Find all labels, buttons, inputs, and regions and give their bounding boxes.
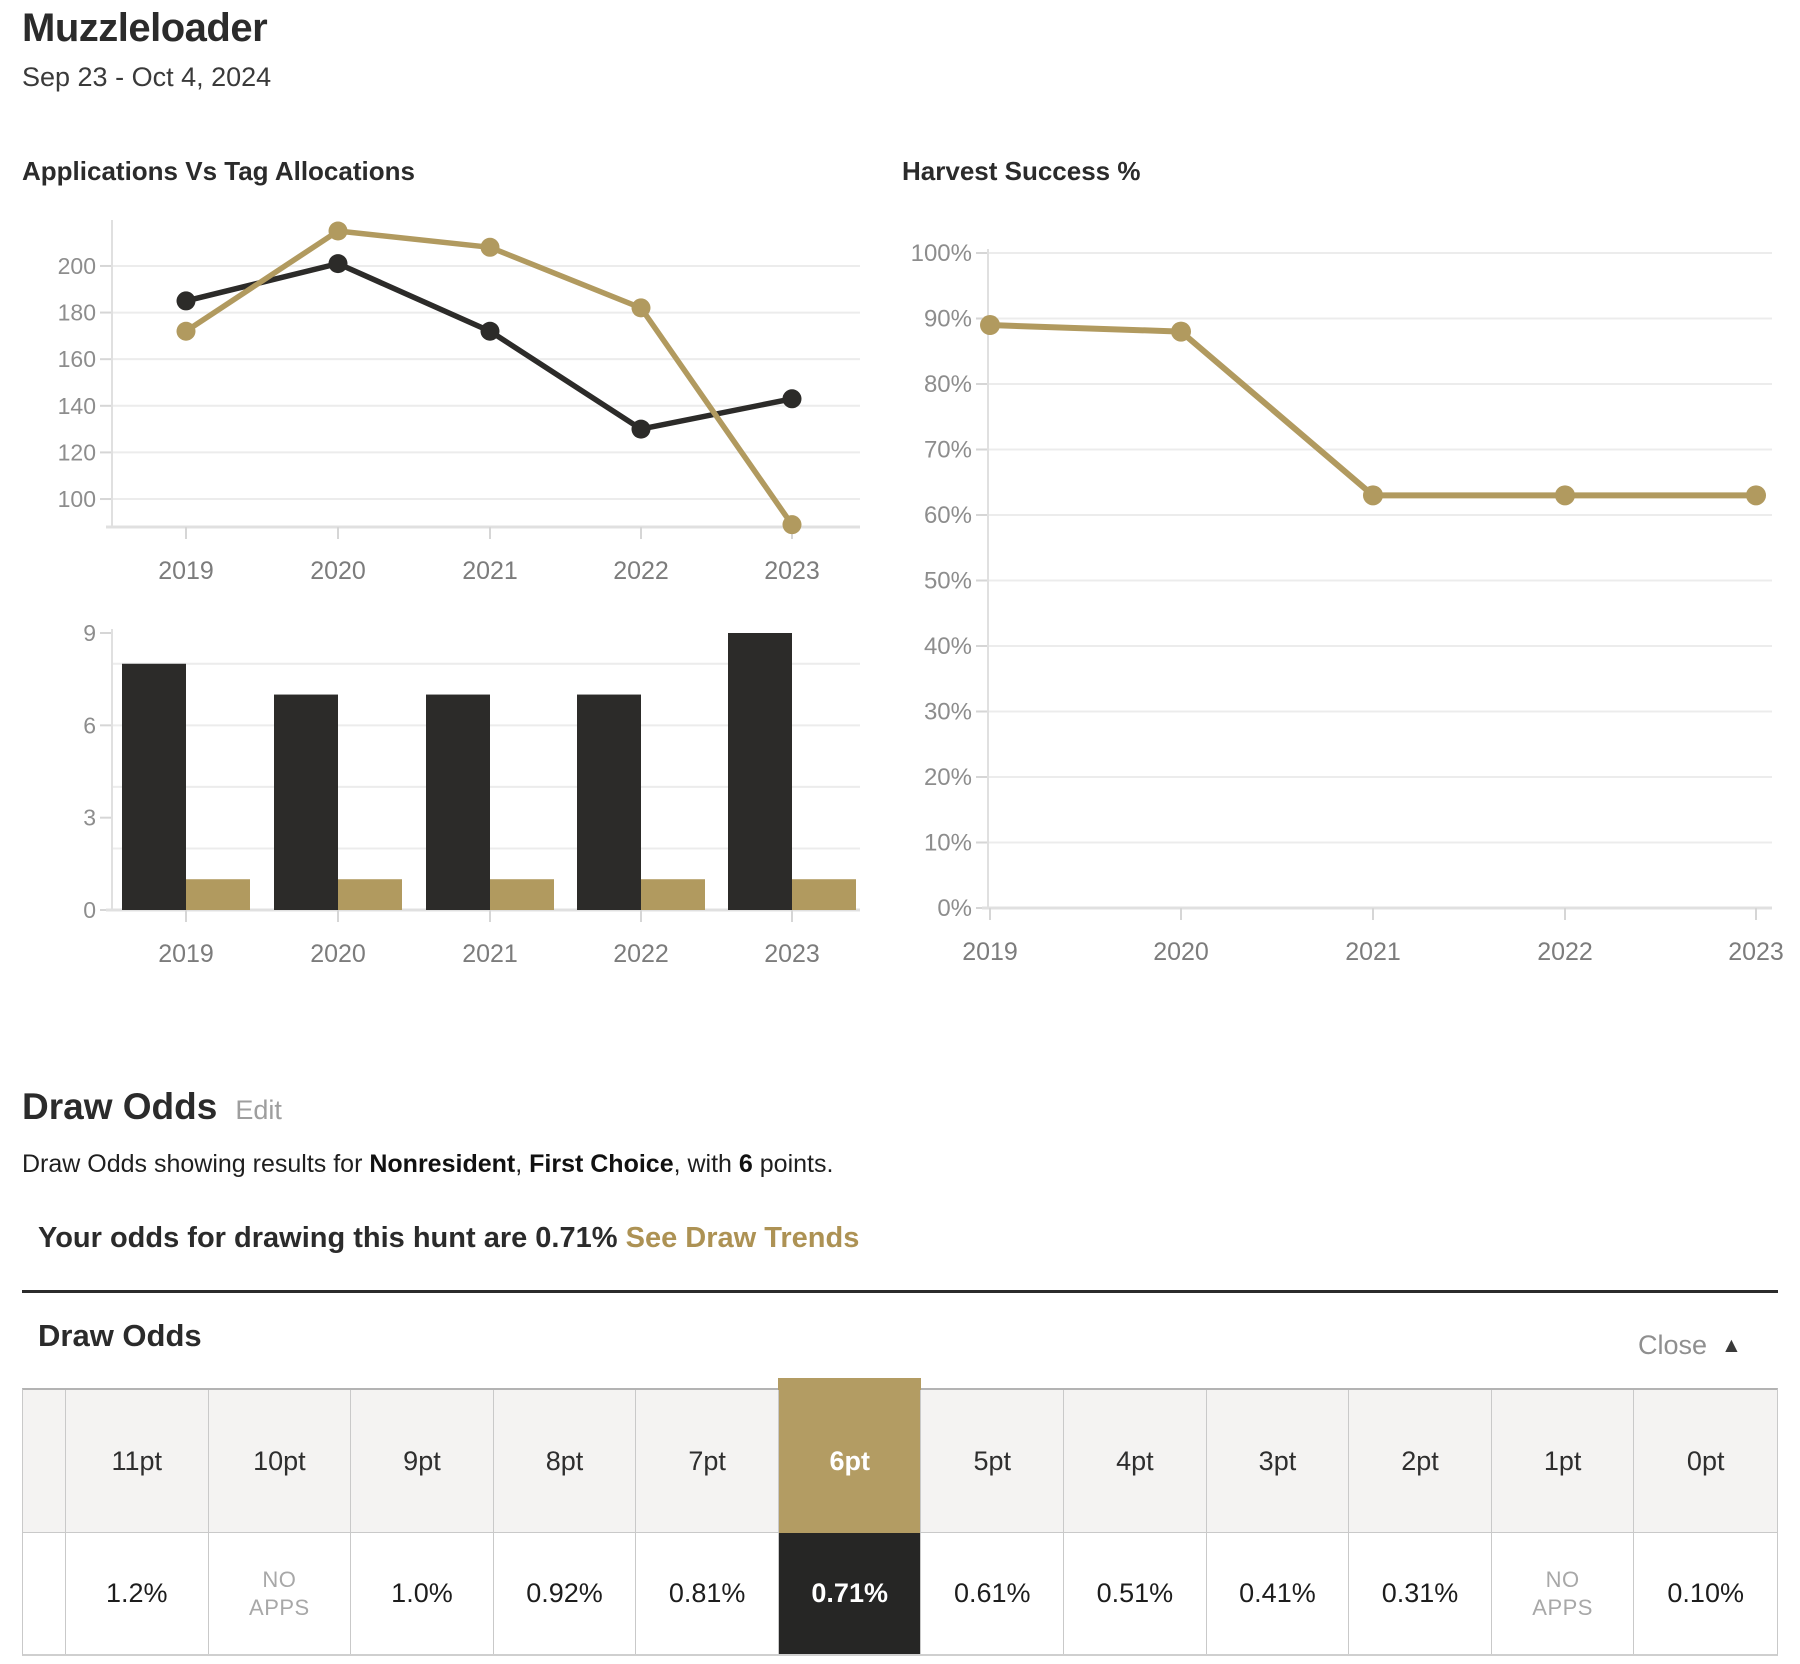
see-draw-trends-link[interactable]: See Draw Trends <box>625 1222 860 1254</box>
svg-text:0: 0 <box>83 897 96 923</box>
no-apps-label: NO APPS <box>249 1567 310 1620</box>
svg-text:40%: 40% <box>924 633 972 660</box>
svg-text:60%: 60% <box>924 502 972 529</box>
section-divider <box>22 1290 1778 1293</box>
svg-text:100: 100 <box>58 486 96 512</box>
odds-value-1pt: NO APPS <box>1491 1533 1635 1654</box>
summary-residency: Nonresident <box>369 1150 516 1178</box>
svg-text:0%: 0% <box>937 895 972 922</box>
odds-value-clipped <box>23 1533 66 1654</box>
svg-text:2020: 2020 <box>310 557 366 585</box>
svg-text:2022: 2022 <box>613 557 669 585</box>
up-triangle-icon: ▲ <box>1721 1334 1742 1357</box>
hunt-date-range: Sep 23 - Oct 4, 2024 <box>22 62 272 92</box>
odds-value-10pt: NO APPS <box>208 1533 352 1654</box>
svg-text:2021: 2021 <box>462 940 518 968</box>
odds-sentence: Your odds for drawing this hunt are 0.71… <box>38 1222 618 1254</box>
odds-value-7pt: 0.81% <box>636 1533 779 1654</box>
tags-bar-chart: 0 3 6 9 2019 2020 2021 2022 2023 <box>22 600 872 1025</box>
odds-col-header-2pt: 2pt <box>1349 1390 1492 1533</box>
svg-text:80%: 80% <box>924 371 972 398</box>
odds-value-8pt: 0.92% <box>493 1533 637 1654</box>
svg-text:2022: 2022 <box>1537 938 1593 966</box>
svg-text:180: 180 <box>58 300 96 326</box>
harvest-success-line-chart: 0% 10% 20% 30% 40% 50% 60% 70% 80% 90% 100% 2019 202… <box>880 210 1800 1005</box>
odds-col-header-7pt: 7pt <box>636 1390 779 1533</box>
odds-value-5pt: 0.61% <box>921 1533 1065 1654</box>
no-apps-label: NO APPS <box>1532 1567 1593 1620</box>
svg-text:200: 200 <box>58 253 96 279</box>
svg-text:2019: 2019 <box>158 940 214 968</box>
odds-col-header-3pt: 3pt <box>1206 1390 1350 1533</box>
odds-value-6pt: 0.71% <box>778 1533 922 1654</box>
applications-vs-tags-line-chart: 100 120 140 160 180 200 2019 2020 2021 2022 2023 <box>22 210 872 615</box>
edit-link[interactable]: Edit <box>235 1095 282 1125</box>
svg-text:2021: 2021 <box>462 557 518 585</box>
your-odds-line: Your odds for drawing this hunt are 0.71… <box>38 1222 859 1255</box>
svg-text:6: 6 <box>83 712 96 738</box>
svg-text:30%: 30% <box>924 699 972 726</box>
summary-points: 6 <box>738 1150 753 1178</box>
draw-odds-table[interactable]: 11pt 10pt 9pt 8pt 7pt 6pt 5pt 4pt 3pt 2pt 1pt 0pt 1.… <box>22 1378 1778 1656</box>
svg-text:2020: 2020 <box>310 940 366 968</box>
svg-text:2019: 2019 <box>158 557 214 585</box>
svg-text:2021: 2021 <box>1345 938 1401 966</box>
odds-col-header-4pt: 4pt <box>1064 1390 1207 1533</box>
odds-col-header-5pt: 5pt <box>921 1390 1065 1533</box>
svg-text:2023: 2023 <box>1728 938 1784 966</box>
odds-col-header-6pt: 6pt <box>777 1378 922 1533</box>
odds-col-header-8pt: 8pt <box>493 1390 637 1533</box>
svg-text:2023: 2023 <box>764 940 820 968</box>
svg-text:2019: 2019 <box>962 938 1018 966</box>
draw-odds-heading: Draw Odds <box>22 1086 218 1127</box>
applications-chart-title: Applications Vs Tag Allocations <box>22 156 415 186</box>
svg-text:2023: 2023 <box>764 557 820 585</box>
svg-text:90%: 90% <box>924 306 972 333</box>
svg-text:160: 160 <box>58 346 96 372</box>
svg-text:70%: 70% <box>924 437 972 464</box>
svg-text:2020: 2020 <box>1153 938 1209 966</box>
odds-col-header-11pt: 11pt <box>66 1390 209 1533</box>
svg-text:100%: 100% <box>911 240 972 267</box>
odds-value-0pt: 0.10% <box>1634 1533 1777 1654</box>
page-title: Muzzleloader <box>22 6 268 50</box>
svg-text:120: 120 <box>58 439 96 465</box>
svg-text:9: 9 <box>83 620 96 646</box>
close-label: Close <box>1638 1330 1708 1360</box>
svg-text:140: 140 <box>58 393 96 419</box>
svg-text:20%: 20% <box>924 764 972 791</box>
summary-text: Draw Odds showing results for <box>22 1150 370 1178</box>
svg-text:3: 3 <box>83 805 96 831</box>
odds-col-header-9pt: 9pt <box>351 1390 494 1533</box>
draw-odds-panel-title: Draw Odds <box>38 1318 202 1353</box>
odds-value-2pt: 0.31% <box>1349 1533 1492 1654</box>
odds-col-header-10pt: 10pt <box>208 1390 352 1533</box>
svg-text:50%: 50% <box>924 568 972 595</box>
odds-col-header-0pt: 0pt <box>1634 1390 1777 1533</box>
harvest-chart-title: Harvest Success % <box>902 156 1141 186</box>
odds-col-header-1pt: 1pt <box>1491 1390 1635 1533</box>
svg-text:2022: 2022 <box>613 940 669 968</box>
odds-value-11pt: 1.2% <box>66 1533 209 1654</box>
svg-text:10%: 10% <box>924 830 972 857</box>
odds-value-3pt: 0.41% <box>1206 1533 1350 1654</box>
draw-odds-summary: Draw Odds showing results for Nonresiden… <box>22 1150 834 1178</box>
odds-value-9pt: 1.0% <box>351 1533 494 1654</box>
close-panel-button[interactable]: Close ▲ <box>1638 1330 1742 1361</box>
odds-col-header-clipped <box>23 1390 66 1533</box>
odds-value-4pt: 0.51% <box>1064 1533 1207 1654</box>
summary-choice: First Choice <box>529 1150 674 1178</box>
